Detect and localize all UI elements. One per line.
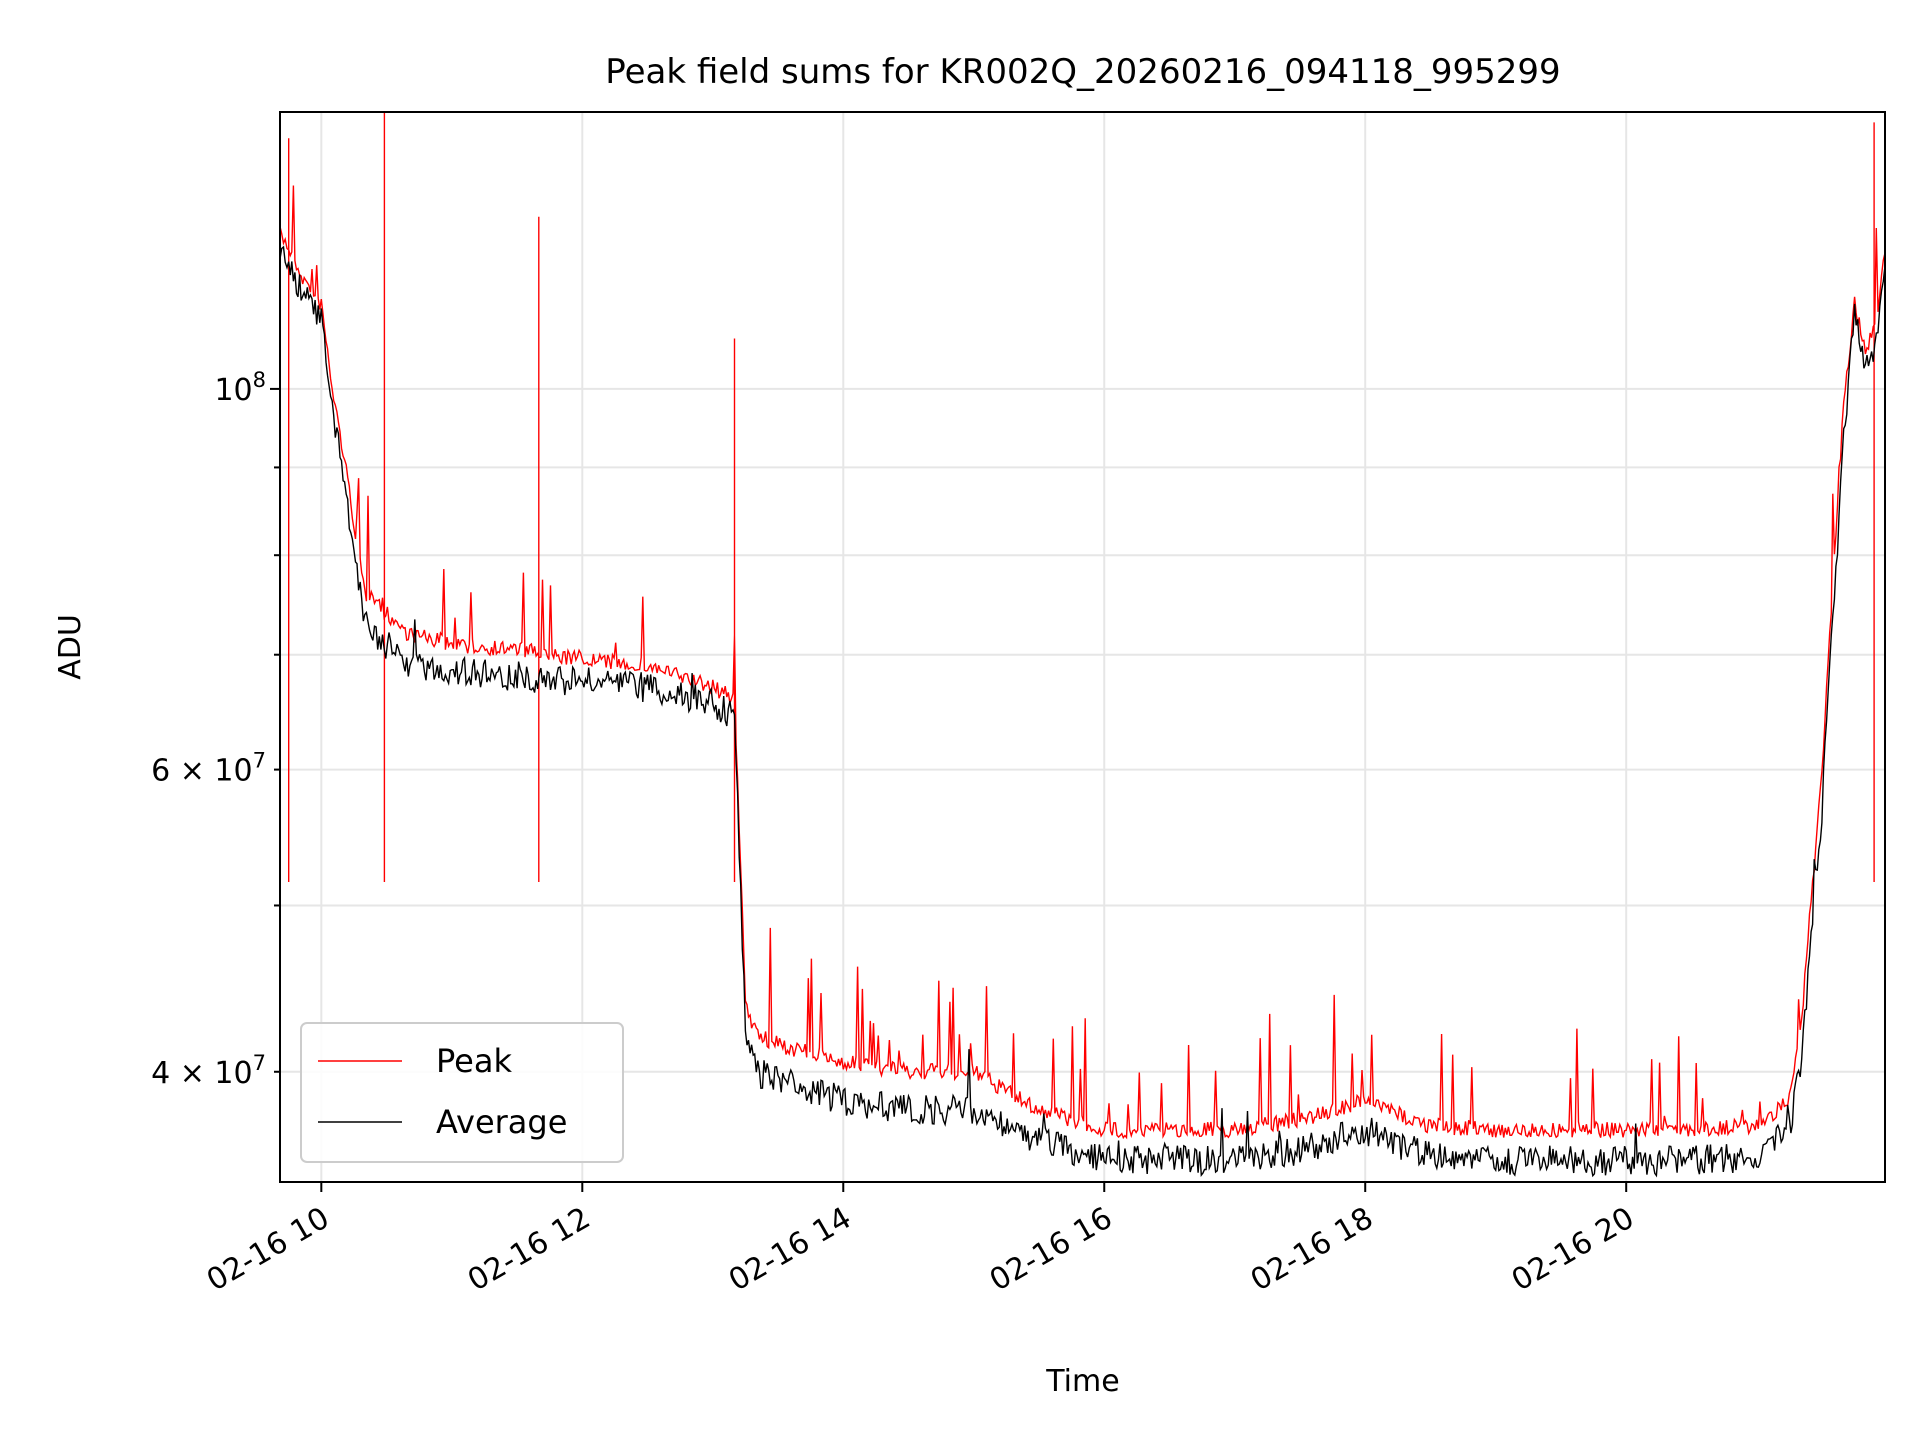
x-axis-label: Time <box>1045 1364 1119 1399</box>
y-axis-ticks: 4 × 107 6 × 107 108 <box>151 368 280 1091</box>
legend-label-peak: Peak <box>436 1042 512 1080</box>
chart-title: Peak field sums for KR002Q_20260216_0941… <box>605 52 1560 92</box>
series-layer <box>279 113 1886 1178</box>
legend-box <box>300 1022 624 1163</box>
y-tick-label: 4 × 107 <box>151 1051 266 1091</box>
legend-label-average: Average <box>436 1103 567 1141</box>
y-tick-label: 6 × 107 <box>151 749 266 789</box>
y-tick-label: 108 <box>214 368 266 408</box>
series-line-average <box>279 245 1886 1178</box>
legend: Peak Average <box>300 1022 624 1163</box>
y-axis-label: ADU <box>53 614 88 680</box>
grid <box>280 112 1885 1182</box>
plot-frame <box>279 111 1886 1183</box>
series-line-peak <box>279 113 1886 1140</box>
